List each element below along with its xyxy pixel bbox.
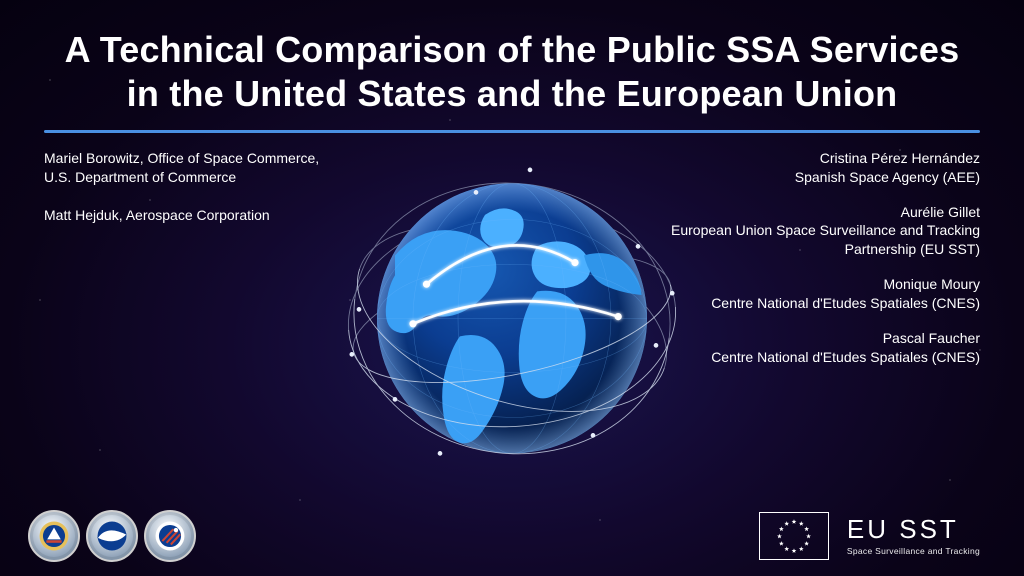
author-block: Mariel Borowitz, Office of Space Commerc… (44, 149, 354, 188)
author-block: Monique Moury Centre National d'Etudes S… (670, 275, 980, 313)
author-name: Matt Hejduk, Aerospace Corporation (44, 206, 354, 226)
eu-flag-icon (759, 512, 829, 560)
author-affiliation: Centre National d'Etudes Spatiales (CNES… (670, 294, 980, 313)
seal-osc-icon (144, 510, 196, 562)
eusst-text: EU SST Space Surveillance and Tracking (847, 516, 980, 556)
author-affiliation: Centre National d'Etudes Spatiales (CNES… (670, 348, 980, 367)
author-name: Aurélie Gillet (670, 203, 980, 222)
seal-noaa-icon (86, 510, 138, 562)
slide: A Technical Comparison of the Public SSA… (0, 0, 1024, 576)
author-block: Pascal Faucher Centre National d'Etudes … (670, 329, 980, 367)
author-name: Cristina Pérez Hernández (670, 149, 980, 168)
author-name: Monique Moury (670, 275, 980, 294)
author-affiliation: Spanish Space Agency (AEE) (670, 168, 980, 187)
authors-left: Mariel Borowitz, Office of Space Commerc… (44, 149, 354, 244)
footer: EU SST Space Surveillance and Tracking (28, 510, 980, 562)
eusst-sub: Space Surveillance and Tracking (847, 546, 980, 556)
author-block: Cristina Pérez Hernández Spanish Space A… (670, 149, 980, 187)
slide-title: A Technical Comparison of the Public SSA… (44, 28, 980, 116)
author-name: Pascal Faucher (670, 329, 980, 348)
author-affiliation: U.S. Department of Commerce (44, 168, 354, 188)
content-area: Mariel Borowitz, Office of Space Commerc… (44, 149, 980, 459)
authors-right: Cristina Pérez Hernández Spanish Space A… (670, 149, 980, 383)
divider (44, 130, 980, 133)
eusst-logo: EU SST Space Surveillance and Tracking (759, 512, 980, 560)
author-block: Aurélie Gillet European Union Space Surv… (670, 203, 980, 260)
author-block: Matt Hejduk, Aerospace Corporation (44, 206, 354, 226)
agency-seals (28, 510, 196, 562)
eusst-label: EU SST (847, 516, 959, 542)
author-name: Mariel Borowitz, Office of Space Commerc… (44, 149, 354, 169)
globe-illustration (332, 138, 692, 498)
author-affiliation: European Union Space Surveillance and Tr… (670, 221, 980, 259)
seal-doc-icon (28, 510, 80, 562)
